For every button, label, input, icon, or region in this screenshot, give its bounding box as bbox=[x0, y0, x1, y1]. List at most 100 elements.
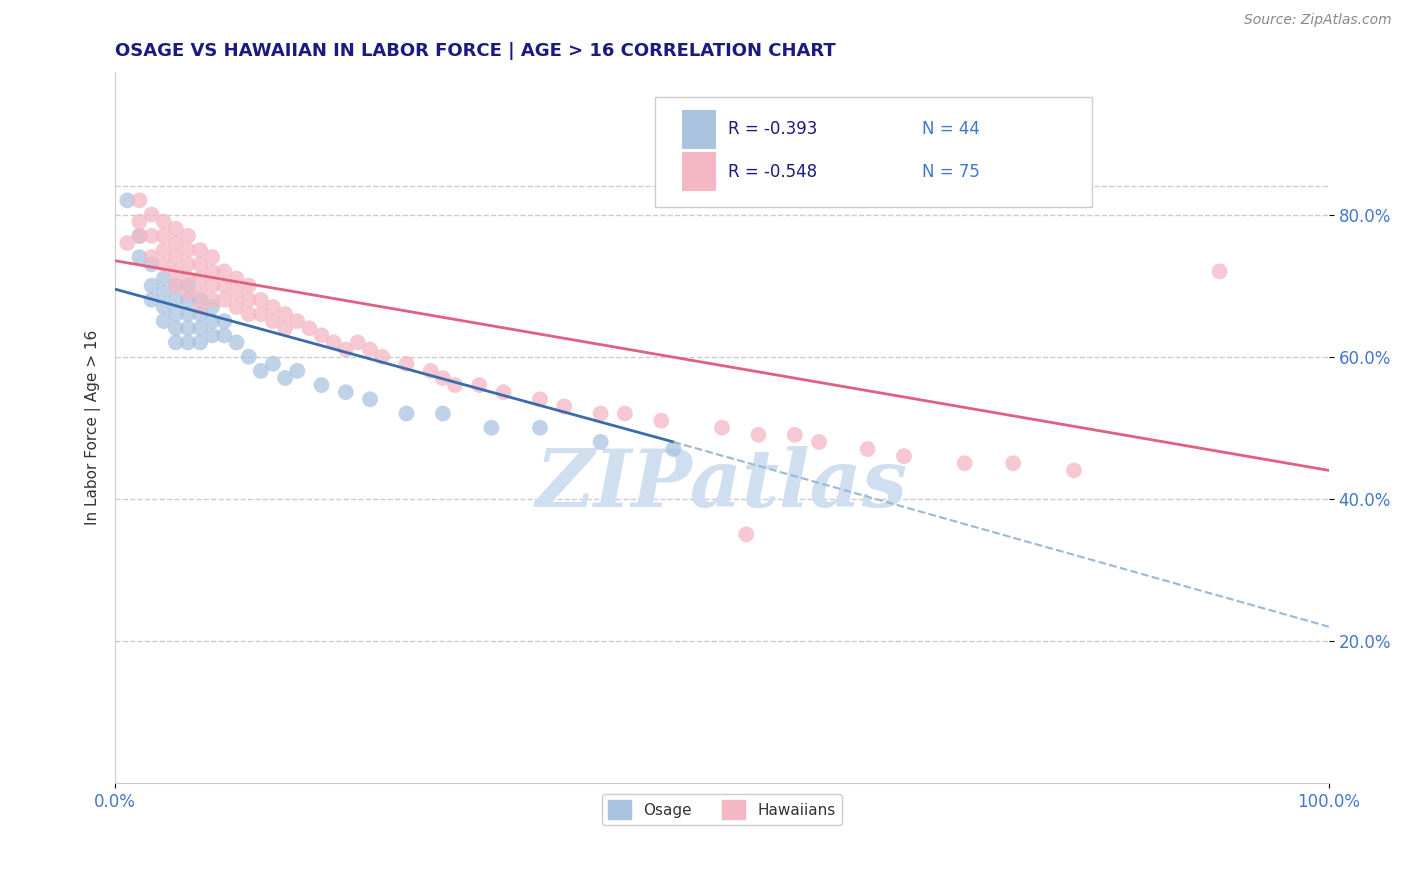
Point bbox=[335, 385, 357, 400]
Point bbox=[188, 285, 211, 300]
Point bbox=[613, 407, 636, 421]
Point bbox=[711, 421, 734, 435]
Text: ZIPatlas: ZIPatlas bbox=[536, 446, 908, 524]
Point bbox=[128, 228, 150, 243]
Point bbox=[165, 335, 187, 350]
Point bbox=[141, 278, 163, 293]
Point bbox=[141, 293, 163, 307]
Point bbox=[250, 364, 273, 378]
Point bbox=[856, 442, 879, 456]
Point bbox=[492, 385, 515, 400]
Point bbox=[177, 243, 200, 257]
Point bbox=[201, 250, 224, 264]
Point bbox=[347, 335, 370, 350]
Point bbox=[371, 350, 394, 364]
Point bbox=[735, 527, 758, 541]
Point bbox=[188, 335, 211, 350]
Point bbox=[285, 314, 308, 328]
Point bbox=[322, 335, 344, 350]
FancyBboxPatch shape bbox=[655, 97, 1092, 208]
Legend: Osage, Hawaiians: Osage, Hawaiians bbox=[602, 794, 842, 825]
Point bbox=[141, 250, 163, 264]
Point bbox=[165, 250, 187, 264]
Point bbox=[128, 250, 150, 264]
Text: R = -0.548: R = -0.548 bbox=[728, 163, 817, 181]
Text: N = 44: N = 44 bbox=[922, 120, 980, 138]
Text: Source: ZipAtlas.com: Source: ZipAtlas.com bbox=[1244, 13, 1392, 28]
Point bbox=[188, 307, 211, 321]
Y-axis label: In Labor Force | Age > 16: In Labor Force | Age > 16 bbox=[86, 330, 101, 525]
Point bbox=[177, 278, 200, 293]
Point bbox=[117, 235, 139, 250]
Point bbox=[589, 434, 612, 449]
FancyBboxPatch shape bbox=[682, 110, 716, 149]
Point bbox=[359, 343, 381, 357]
Point bbox=[274, 321, 297, 335]
Point bbox=[783, 427, 806, 442]
Point bbox=[165, 321, 187, 335]
Point bbox=[201, 314, 224, 328]
Point bbox=[165, 293, 187, 307]
Point bbox=[589, 407, 612, 421]
Point bbox=[201, 278, 224, 293]
Point bbox=[188, 271, 211, 285]
Point bbox=[201, 264, 224, 278]
Point bbox=[238, 307, 260, 321]
Point bbox=[152, 285, 174, 300]
Point bbox=[141, 208, 163, 222]
Point bbox=[188, 300, 211, 314]
Point bbox=[274, 307, 297, 321]
Point bbox=[117, 194, 139, 208]
Point bbox=[177, 293, 200, 307]
Point bbox=[395, 407, 418, 421]
Point bbox=[335, 343, 357, 357]
Point bbox=[152, 300, 174, 314]
Point bbox=[274, 371, 297, 385]
Point bbox=[529, 421, 551, 435]
Point bbox=[238, 293, 260, 307]
Text: R = -0.393: R = -0.393 bbox=[728, 120, 817, 138]
Point bbox=[225, 300, 247, 314]
Point bbox=[893, 449, 915, 463]
Point bbox=[444, 378, 467, 392]
Point bbox=[128, 194, 150, 208]
Point bbox=[311, 328, 333, 343]
Point bbox=[177, 335, 200, 350]
Point bbox=[152, 214, 174, 228]
Point bbox=[214, 314, 236, 328]
Point bbox=[201, 293, 224, 307]
Point bbox=[141, 228, 163, 243]
Point bbox=[481, 421, 503, 435]
Point bbox=[188, 321, 211, 335]
Point bbox=[262, 357, 284, 371]
Point bbox=[529, 392, 551, 407]
Point bbox=[225, 335, 247, 350]
Point bbox=[1208, 264, 1230, 278]
Point bbox=[165, 264, 187, 278]
Point bbox=[165, 278, 187, 293]
Point bbox=[128, 228, 150, 243]
Point bbox=[165, 278, 187, 293]
Point bbox=[250, 307, 273, 321]
Point bbox=[152, 314, 174, 328]
Point bbox=[201, 328, 224, 343]
Point bbox=[177, 321, 200, 335]
Point bbox=[747, 427, 769, 442]
Point bbox=[165, 235, 187, 250]
Point bbox=[152, 257, 174, 271]
Point bbox=[953, 456, 976, 470]
Point bbox=[177, 285, 200, 300]
Point bbox=[553, 400, 575, 414]
Point bbox=[395, 357, 418, 371]
Point bbox=[285, 364, 308, 378]
FancyBboxPatch shape bbox=[682, 153, 716, 192]
Point bbox=[225, 271, 247, 285]
Point bbox=[152, 271, 174, 285]
Point bbox=[177, 257, 200, 271]
Point bbox=[262, 314, 284, 328]
Point bbox=[128, 214, 150, 228]
Point bbox=[238, 350, 260, 364]
Point bbox=[177, 271, 200, 285]
Point bbox=[214, 328, 236, 343]
Point bbox=[262, 300, 284, 314]
